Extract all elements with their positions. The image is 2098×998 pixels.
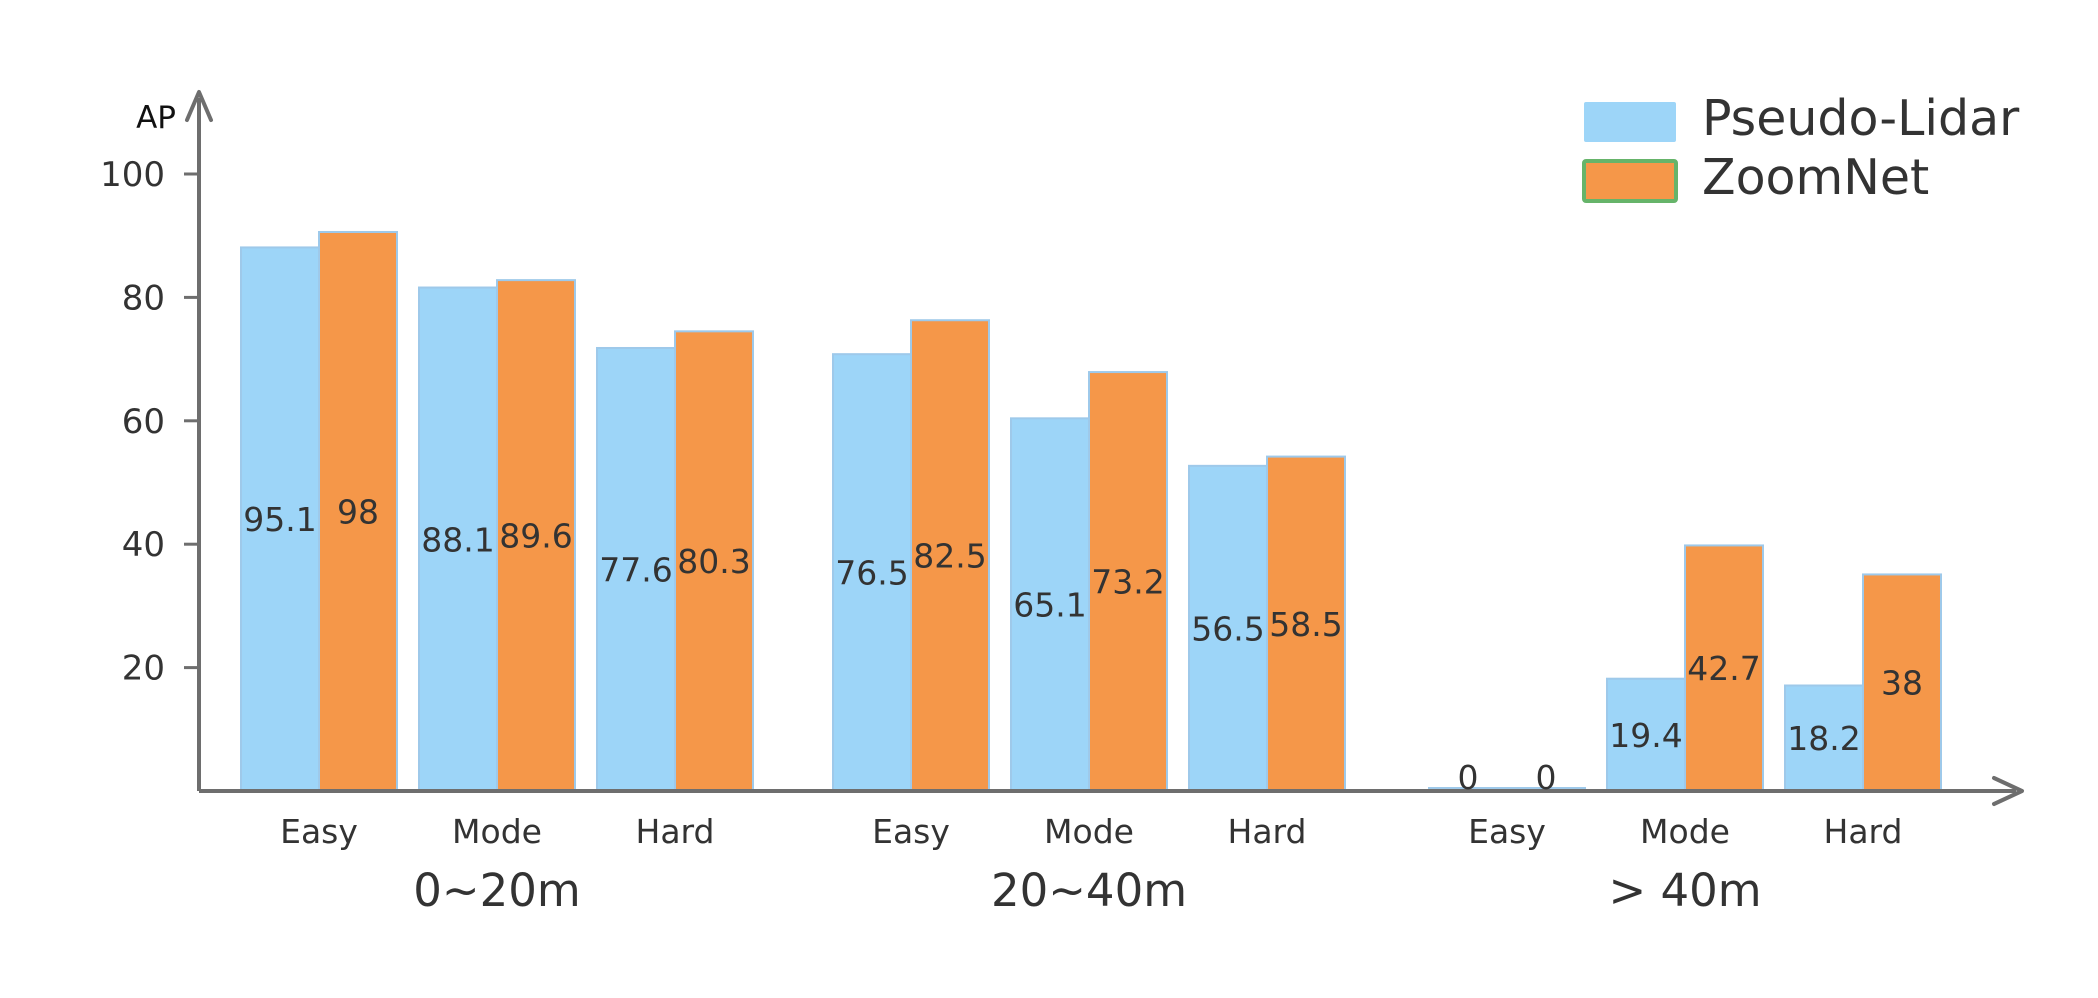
zoomnet-bar-5 [1088,371,1168,792]
zoomnet-bar-2 [496,279,576,792]
zoomnet-bar-1 [318,230,398,793]
legend-label-1: Pseudo-Lidar [1702,90,2020,147]
zoomnet-value-label-3: 80.3 [677,542,750,581]
group-label-3: > 40m [1608,864,1761,917]
category-label-3: Hard [636,812,715,851]
axes-layer: 20 40 60 80 100 AP [100,90,2024,806]
zoomnet-value-label-1: 98 [337,492,379,531]
zoomnet-value-label-8: 42.7 [1687,649,1760,688]
zoomnet-value-label-9: 38 [1881,664,1923,703]
zoomnet-value-label-6: 58.5 [1269,605,1342,644]
pseudo-lidar-value-label-3: 77.6 [599,550,672,589]
pseudo-lidar-bar-1 [240,246,320,793]
zoomnet-bar-8 [1684,544,1764,793]
zoomnet-bar-3 [674,330,754,792]
legend-swatch-1 [1584,102,1676,142]
pseudo-lidar-bar-8 [1606,677,1686,792]
legend-swatch-2 [1582,159,1678,203]
pseudo-lidar-value-label-8: 19.4 [1609,716,1682,755]
pseudo-lidar-value-label-9: 18.2 [1787,719,1860,758]
zoomnet-bar-6 [1266,455,1346,792]
legend-label-2: ZoomNet [1702,149,1929,206]
pseudo-lidar-value-label-6: 56.5 [1191,609,1264,648]
pseudo-lidar-value-label-4: 76.5 [835,554,908,593]
category-label-8: Mode [1640,812,1730,851]
y-tick-label-2: 40 [122,525,165,565]
group-label-1: 0~20m [413,864,580,917]
zoomnet-bar-4 [910,319,990,792]
category-label-5: Mode [1044,812,1134,851]
pseudo-lidar-bar-2 [418,286,498,792]
x-axis-arrow [1992,776,2024,806]
category-label-6: Hard [1228,812,1307,851]
bars-layer [240,230,1942,793]
category-label-7: Easy [1468,812,1546,851]
zoomnet-value-label-4: 82.5 [913,537,986,576]
y-tick-label-4: 80 [122,278,165,318]
y-tick-label-1: 20 [122,649,165,689]
category-label-1: Easy [280,812,358,851]
category-label-4: Easy [872,812,950,851]
category-label-2: Mode [452,812,542,851]
group-label-2: 20~40m [991,864,1187,917]
y-tick-label-3: 60 [122,402,165,442]
pseudo-lidar-value-label-7: 0 [1458,758,1479,797]
y-tick-label-5: 100 [100,155,165,195]
pseudo-lidar-value-label-2: 88.1 [421,520,494,559]
labels-layer: 95.1 98 Easy 88.1 89.6 Mode 77.6 80.3 Hard 0~20m 7… [243,492,1923,917]
zoomnet-value-label-2: 89.6 [499,517,572,556]
pseudo-lidar-value-label-5: 65.1 [1013,586,1086,625]
pseudo-lidar-value-label-1: 95.1 [243,500,316,539]
y-axis-label: AP [136,100,176,136]
category-label-9: Hard [1824,812,1903,851]
zoomnet-value-label-7: 0 [1536,758,1557,797]
y-axis-arrow [185,90,213,122]
zoomnet-value-label-5: 73.2 [1091,563,1164,602]
